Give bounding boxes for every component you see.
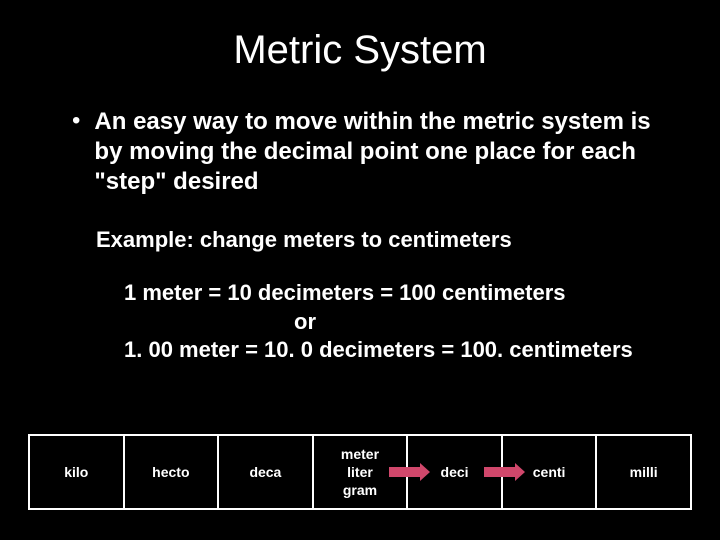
cell-milli: milli	[596, 435, 691, 509]
base-meter: meter	[316, 445, 405, 463]
conversion-line-1: 1 meter = 10 decimeters = 100 centimeter…	[124, 279, 670, 308]
example-label: Example: change meters to centimeters	[96, 227, 670, 253]
slide-title: Metric System	[0, 0, 720, 93]
base-gram: gram	[316, 481, 405, 499]
prefix-table-wrap: kilo hecto deca meter liter gram deci ce…	[28, 434, 692, 510]
conversion-or: or	[294, 308, 670, 337]
cell-deca: deca	[218, 435, 313, 509]
prefix-table: kilo hecto deca meter liter gram deci ce…	[28, 434, 692, 510]
bullet-item: • An easy way to move within the metric …	[72, 107, 670, 197]
cell-hecto: hecto	[124, 435, 219, 509]
conversion-line-2: 1. 00 meter = 10. 0 decimeters = 100. ce…	[124, 336, 670, 365]
table-row: kilo hecto deca meter liter gram deci ce…	[29, 435, 691, 509]
arrow-icon	[389, 467, 421, 477]
bullet-marker: •	[72, 107, 80, 197]
conversion-block: 1 meter = 10 decimeters = 100 centimeter…	[124, 279, 670, 365]
arrow-icon	[484, 467, 516, 477]
bullet-text: An easy way to move within the metric sy…	[94, 107, 670, 197]
content-area: • An easy way to move within the metric …	[0, 107, 720, 365]
cell-kilo: kilo	[29, 435, 124, 509]
